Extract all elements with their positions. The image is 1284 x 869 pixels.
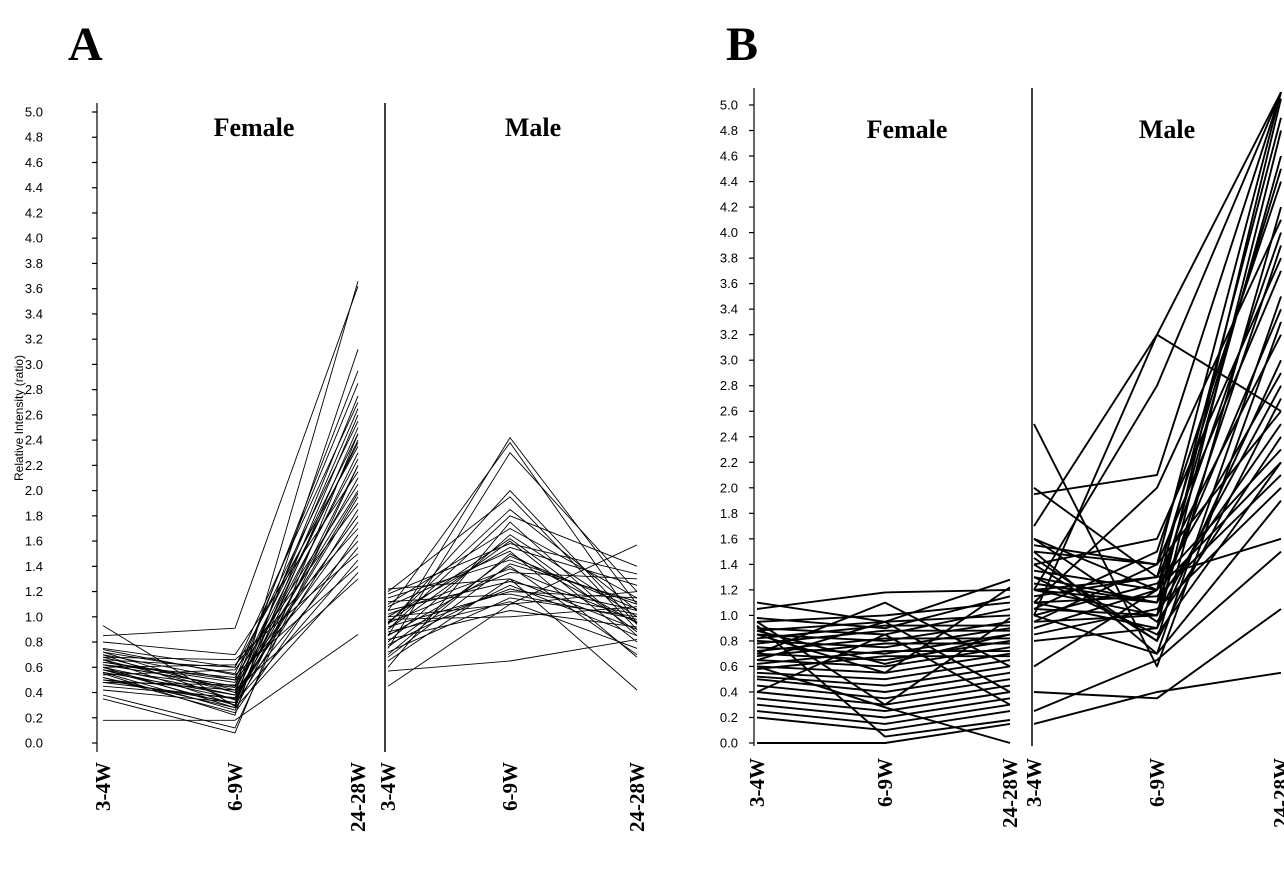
x-tick-label: 3-4W bbox=[91, 762, 115, 811]
y-tick-label: 0.2 bbox=[720, 710, 738, 725]
panel-b-female-group: Female 3-4W 6-9W 24-28W bbox=[745, 115, 1022, 828]
x-tick-label: 3-4W bbox=[745, 758, 769, 807]
series-line bbox=[388, 640, 637, 672]
y-tick-label: 1.8 bbox=[720, 506, 738, 521]
y-tick-label: 1.4 bbox=[720, 557, 738, 572]
y-tick-label: 5.0 bbox=[720, 98, 738, 113]
y-tick-label: 0.6 bbox=[25, 660, 43, 675]
series-line bbox=[1034, 271, 1281, 565]
x-tick-label: 24-28W bbox=[346, 762, 370, 832]
y-tick-label: 2.0 bbox=[720, 480, 738, 495]
x-tick-label: 24-28W bbox=[998, 758, 1022, 828]
y-tick-label: 3.6 bbox=[720, 276, 738, 291]
y-tick-label: 3.0 bbox=[720, 353, 738, 368]
panel-a-male-group: Male 3-4W 6-9W 24-28W bbox=[376, 113, 649, 832]
y-tick-label: 1.6 bbox=[25, 534, 43, 549]
x-tick-label: 6-9W bbox=[498, 762, 522, 811]
panel-a-female-group: Female 3-4W 6-9W 24-28W bbox=[91, 113, 370, 832]
panel-b-male-group: Male 3-4W 6-9W 24-28W bbox=[1022, 92, 1284, 828]
series-line bbox=[103, 434, 358, 683]
x-tick-label: 3-4W bbox=[376, 762, 400, 811]
series-line bbox=[1034, 258, 1281, 564]
y-tick-label: 4.0 bbox=[720, 225, 738, 240]
x-tick-label: 24-28W bbox=[625, 762, 649, 832]
y-tick-label: 4.0 bbox=[25, 231, 43, 246]
panel-b: B 0.0 0.2 0.4 0.6 0.8 1.0 1.2 1.4 1.6 1.8 2.0 2.2 2.… bbox=[720, 18, 1284, 828]
panel-a-y-axis-label: Relative Intensity (ratio) bbox=[12, 355, 26, 481]
y-tick-label: 3.4 bbox=[25, 306, 43, 321]
x-tick-label: 6-9W bbox=[1145, 758, 1169, 807]
series-line bbox=[103, 402, 358, 667]
y-tick-label: 2.4 bbox=[25, 433, 43, 448]
y-tick-label: 4.4 bbox=[720, 174, 738, 189]
x-tick-label: 3-4W bbox=[1022, 758, 1046, 807]
y-tick-label: 4.6 bbox=[720, 149, 738, 164]
y-tick-label: 4.8 bbox=[720, 123, 738, 138]
series-line bbox=[757, 724, 1010, 743]
panel-a: A Relative Intensity (ratio) 0.00.20.40.… bbox=[12, 18, 649, 832]
y-tick-label: 2.2 bbox=[720, 455, 738, 470]
y-tick-label: 0.0 bbox=[720, 736, 738, 751]
y-tick-label: 3.2 bbox=[25, 332, 43, 347]
y-tick-label: 0.4 bbox=[720, 684, 738, 699]
panel-a-label: A bbox=[68, 18, 103, 71]
y-tick-label: 2.4 bbox=[720, 429, 738, 444]
x-tick-label: 6-9W bbox=[873, 758, 897, 807]
y-tick-label: 5.0 bbox=[25, 105, 43, 120]
x-tick-label: 24-28W bbox=[1269, 758, 1284, 828]
y-tick-label: 1.0 bbox=[720, 608, 738, 623]
y-tick-label: 2.8 bbox=[720, 378, 738, 393]
y-tick-label: 0.4 bbox=[25, 685, 43, 700]
y-tick-label: 3.8 bbox=[720, 251, 738, 266]
panel-b-y-axis: 0.0 0.2 0.4 0.6 0.8 1.0 1.2 1.4 1.6 1.8 2.0 2.2 2.4 2… bbox=[720, 88, 754, 751]
panel-b-female-title: Female bbox=[867, 115, 948, 144]
panel-a-female-title: Female bbox=[214, 113, 295, 142]
y-tick-label: 1.2 bbox=[720, 582, 738, 597]
y-tick-label: 4.2 bbox=[25, 205, 43, 220]
panel-b-label: B bbox=[726, 18, 758, 71]
y-tick-label: 0.8 bbox=[25, 635, 43, 650]
y-tick-label: 1.4 bbox=[25, 559, 43, 574]
y-tick-label: 0.0 bbox=[25, 736, 43, 751]
panel-a-y-axis: 0.0 0.2 0.4 0.6 0.8 1.0 1.2 1.4 1.6 1.8 2.0 2.2 2.4 2… bbox=[25, 103, 97, 752]
series-line bbox=[103, 529, 358, 668]
y-tick-label: 0.2 bbox=[25, 710, 43, 725]
y-tick-label: 4.4 bbox=[25, 180, 43, 195]
y-tick-label: 3.6 bbox=[25, 281, 43, 296]
y-tick-label: 3.4 bbox=[720, 302, 738, 317]
y-tick-label: 1.6 bbox=[720, 531, 738, 546]
y-tick-label: 3.2 bbox=[720, 327, 738, 342]
series-line bbox=[103, 541, 358, 680]
panel-b-male-title: Male bbox=[1139, 115, 1195, 144]
y-tick-label: 0.6 bbox=[720, 659, 738, 674]
series-line bbox=[103, 409, 358, 693]
series-line bbox=[103, 560, 358, 703]
panel-a-male-title: Male bbox=[505, 113, 561, 142]
y-tick-label: 3.8 bbox=[25, 256, 43, 271]
y-tick-label: 4.2 bbox=[720, 200, 738, 215]
y-tick-label: 2.6 bbox=[25, 407, 43, 422]
y-tick-label: 2.2 bbox=[25, 458, 43, 473]
series-line bbox=[103, 281, 358, 706]
y-tick-label: 0.8 bbox=[720, 633, 738, 648]
y-tick-label: 2.6 bbox=[720, 404, 738, 419]
y-tick-label: 4.8 bbox=[25, 130, 43, 145]
series-line bbox=[103, 349, 358, 715]
y-tick-label: 1.0 bbox=[25, 609, 43, 624]
series-line bbox=[103, 484, 358, 677]
y-tick-label: 3.0 bbox=[25, 357, 43, 372]
x-tick-label: 6-9W bbox=[223, 762, 247, 811]
y-tick-label: 2.0 bbox=[25, 483, 43, 498]
series-line bbox=[388, 545, 637, 686]
y-tick-label: 4.6 bbox=[25, 155, 43, 170]
y-tick-label: 1.8 bbox=[25, 508, 43, 523]
series-line bbox=[103, 443, 358, 687]
series-line bbox=[103, 286, 358, 636]
y-tick-label: 2.8 bbox=[25, 382, 43, 397]
y-tick-label: 1.2 bbox=[25, 584, 43, 599]
